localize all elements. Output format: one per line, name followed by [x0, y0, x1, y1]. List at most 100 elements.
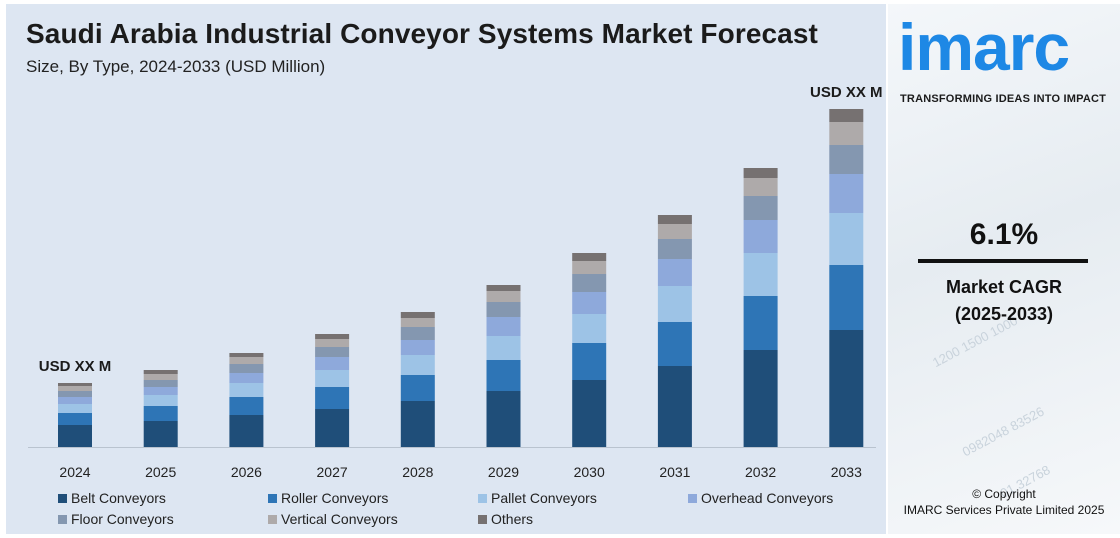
cagr-label-line1: Market CAGR: [945, 277, 1063, 297]
bar-segment: [743, 196, 778, 220]
bar-segment: [315, 409, 350, 447]
legend-label: Pallet Conveyors: [491, 490, 597, 506]
bar-segment: [743, 178, 778, 196]
x-tick-label: 2029: [488, 464, 519, 480]
bar-segment: [572, 253, 607, 261]
copyright: © Copyright IMARC Services Private Limit…: [888, 486, 1120, 518]
bar-segment: [400, 401, 435, 447]
x-tick-label: 2026: [231, 464, 262, 480]
bar-segment: [143, 374, 178, 380]
legend-swatch: [478, 493, 487, 503]
bar-segment: [58, 413, 92, 425]
bar-segment: [657, 322, 692, 366]
x-tick-label: 2028: [402, 464, 433, 480]
x-tick-label: 2031: [659, 464, 690, 480]
legend-item: Roller Conveyors: [268, 490, 388, 506]
bar-segment: [58, 425, 92, 447]
bar-segment: [400, 318, 435, 327]
legend-swatch: [58, 493, 67, 503]
bar-segment: [486, 317, 521, 336]
cagr-divider: [918, 259, 1088, 263]
bar-segment: [486, 336, 521, 360]
bar-segment: [657, 259, 692, 286]
x-tick-label: 2027: [317, 464, 348, 480]
bar-segment: [400, 312, 435, 318]
bar-segment: [58, 383, 92, 386]
bar-segment: [657, 215, 692, 224]
bar-segment: [143, 406, 178, 421]
bar-segment: [657, 286, 692, 322]
legend-label: Others: [491, 511, 534, 527]
legend-swatch: [268, 493, 277, 503]
bar-segment: [572, 261, 607, 274]
bar-segment: [829, 174, 864, 213]
bar-segment: [315, 347, 350, 357]
legend-item: Overhead Conveyors: [688, 490, 833, 506]
bar-segment: [229, 383, 264, 397]
bar-segment: [143, 387, 178, 395]
legend-swatch: [478, 514, 487, 524]
bar-segment: [572, 343, 607, 380]
x-tick-label: 2033: [831, 464, 862, 480]
bar-segment: [829, 122, 864, 145]
bar-segment: [486, 291, 521, 302]
x-tick-label: 2032: [745, 464, 776, 480]
bar-segment: [400, 355, 435, 375]
cagr-label: Market CAGR (2025-2033): [888, 274, 1120, 328]
legend-label: Floor Conveyors: [71, 511, 174, 527]
legend-swatch: [58, 514, 67, 524]
brand-panel: 1200 1500 1000 0982048 83526 01.32768 im…: [888, 4, 1120, 534]
cagr-label-line2: (2025-2033): [954, 304, 1054, 324]
bar-segment: [143, 395, 178, 406]
brand-tagline: TRANSFORMING IDEAS INTO IMPACT: [900, 93, 1107, 105]
bar-segment: [829, 109, 864, 122]
x-tick-label: 2025: [145, 464, 176, 480]
legend-label: Belt Conveyors: [71, 490, 166, 506]
legend-label: Roller Conveyors: [281, 490, 389, 506]
bar-segment: [400, 375, 435, 401]
chart-title: Saudi Arabia Industrial Conveyor Systems…: [26, 18, 818, 49]
bar-segment: [229, 373, 264, 383]
bar-segment: [143, 380, 178, 387]
bar-segment: [486, 285, 521, 291]
bar-segment: [58, 391, 92, 397]
copyright-line1: © Copyright: [972, 487, 1036, 501]
bar-segment: [315, 370, 350, 387]
bar-segment: [58, 397, 92, 404]
bar-segment: [743, 220, 778, 253]
data-annotation: USD XX M: [810, 84, 883, 101]
legend-label: Vertical Conveyors: [281, 511, 398, 527]
bar-segment: [486, 360, 521, 391]
legend-item: Belt Conveyors: [58, 490, 166, 506]
bar-segment: [829, 213, 864, 265]
bar-segment: [58, 404, 92, 413]
legend-item: Floor Conveyors: [58, 511, 174, 527]
bar-segment: [486, 302, 521, 317]
bar-segment: [400, 340, 435, 355]
bar-segment: [829, 330, 864, 447]
bar-segment: [229, 415, 264, 447]
bar-segment: [486, 391, 521, 447]
bar-segment: [743, 253, 778, 296]
bar-segment: [657, 366, 692, 447]
stacked-bar-chart: 2024 2025 2026 2027 2028 2029 2030 2031 2032 2033…: [28, 84, 883, 480]
bar-segment: [315, 357, 350, 370]
bar-segment: [229, 353, 264, 357]
imarc-logo: imarc: [898, 10, 1070, 84]
x-tick-label: 2030: [574, 464, 605, 480]
chart-panel: Saudi Arabia Industrial Conveyor Systems…: [6, 4, 886, 534]
bar-segment: [743, 350, 778, 447]
bar-segment: [657, 239, 692, 259]
bar-segment: [572, 380, 607, 447]
data-annotation: USD XX M: [39, 358, 112, 375]
bar-segment: [743, 168, 778, 178]
bar-segment: [315, 334, 350, 339]
bar-segment: [572, 314, 607, 343]
bar-segment: [829, 145, 864, 174]
bar-segment: [229, 397, 264, 415]
bar-segment: [657, 224, 692, 239]
legend-swatch: [268, 514, 277, 524]
bar-segment: [572, 274, 607, 292]
bar-segment: [143, 370, 178, 374]
bar-segment: [229, 357, 264, 364]
